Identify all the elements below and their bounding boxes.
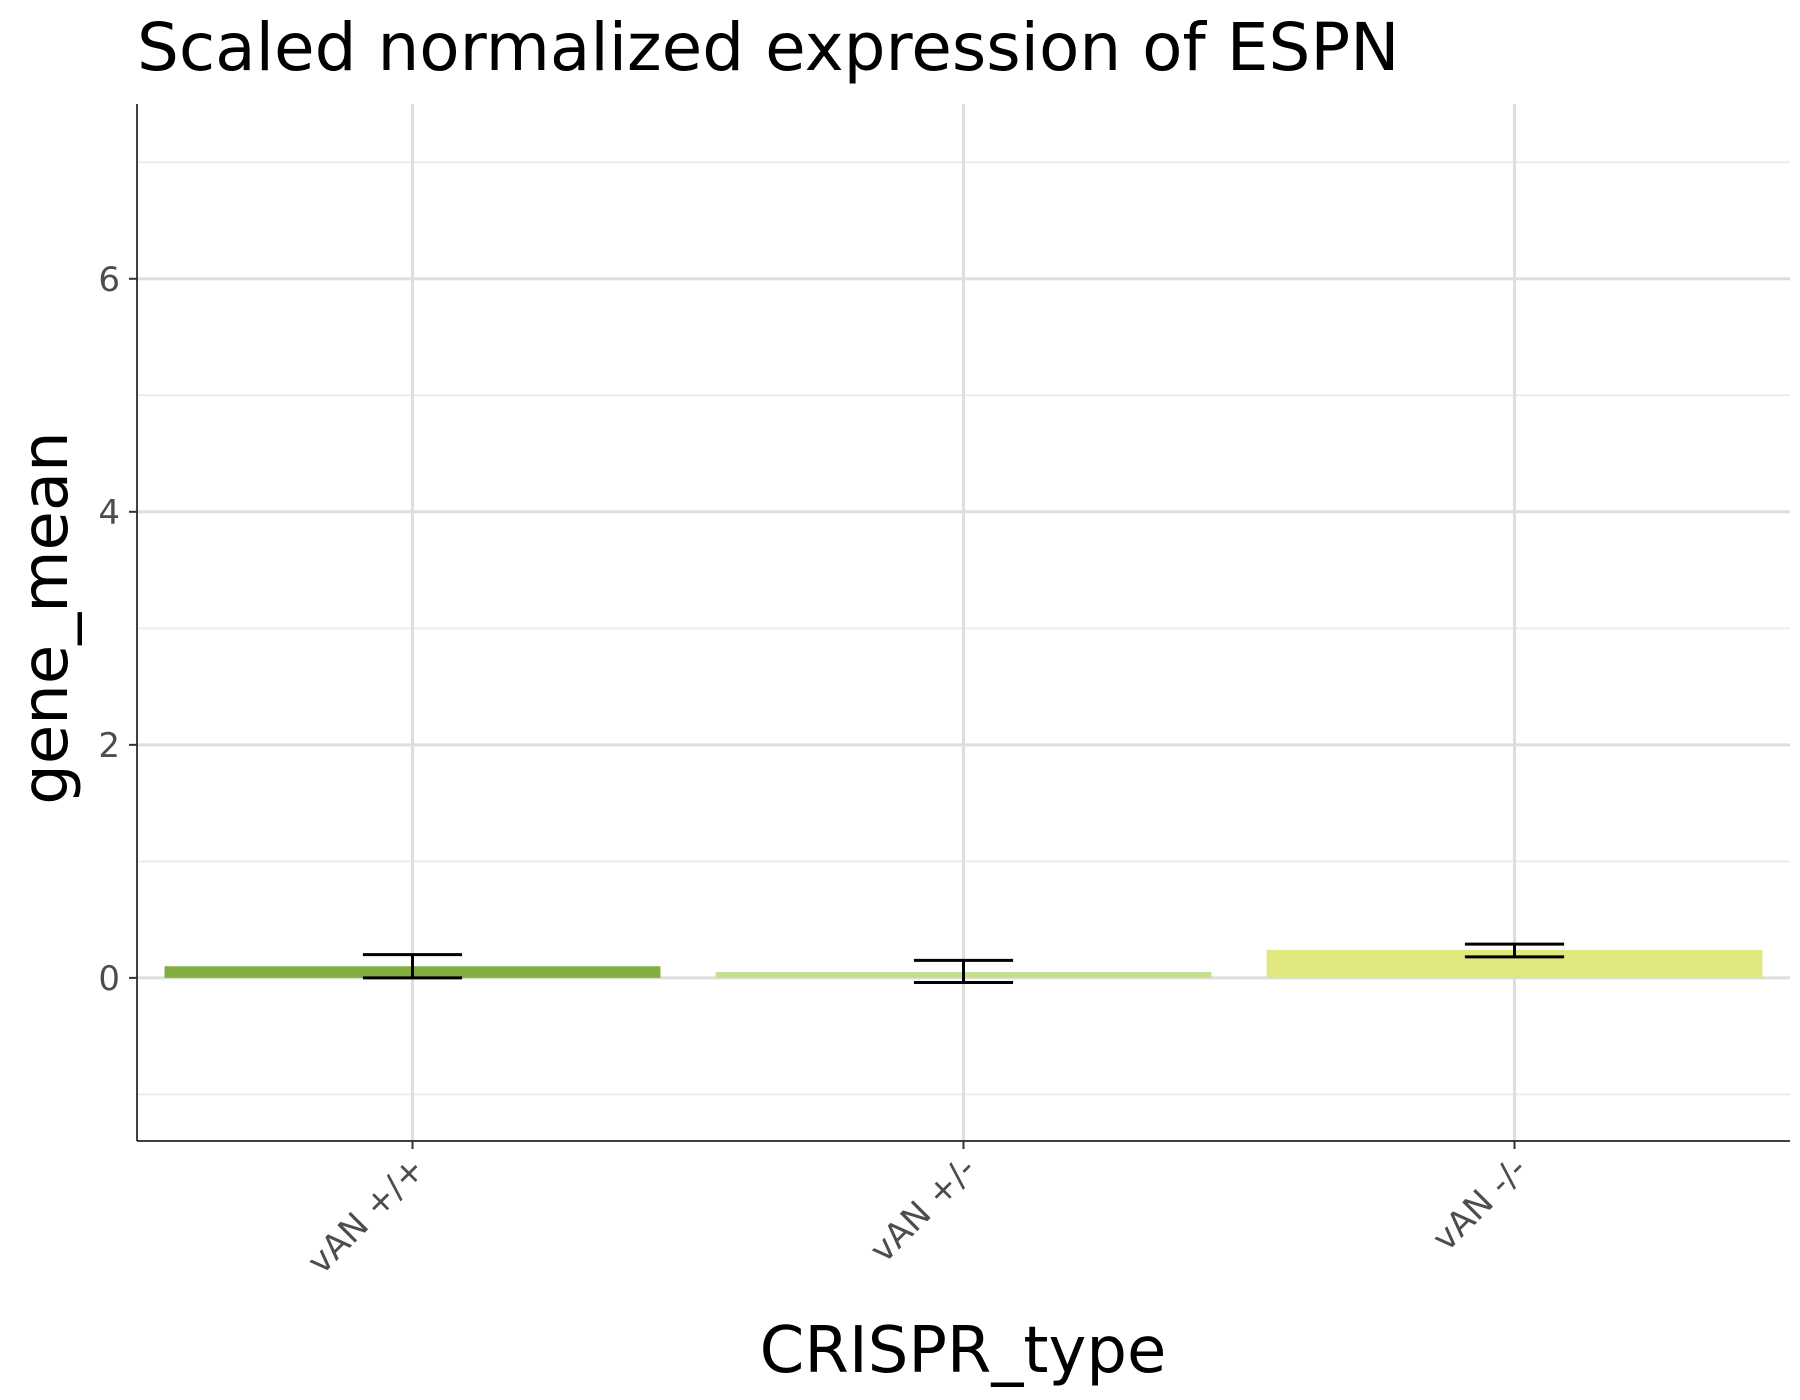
x-tick-label: vAN +/+ xyxy=(300,1149,433,1282)
x-axis-title: CRISPR_type xyxy=(760,1314,1167,1388)
y-tick-labels: 0 2 4 6 xyxy=(98,260,120,999)
y-tick-label: 2 xyxy=(98,726,120,766)
y-tick-label: 0 xyxy=(98,959,120,999)
y-tick-label: 6 xyxy=(98,260,120,300)
error-bars xyxy=(362,942,1565,985)
x-tick-labels: vAN +/+ vAN +/- vAN -/- xyxy=(300,1149,1535,1282)
axes xyxy=(129,104,1790,1149)
x-tick-label: vAN +/- xyxy=(862,1149,984,1271)
y-tick-label: 4 xyxy=(98,493,120,533)
chart-title: Scaled normalized expression of ESPN xyxy=(137,9,1400,86)
y-axis-title: gene_mean xyxy=(9,431,83,804)
grid-lines xyxy=(137,104,1790,1141)
x-tick-label: vAN -/- xyxy=(1425,1149,1535,1259)
